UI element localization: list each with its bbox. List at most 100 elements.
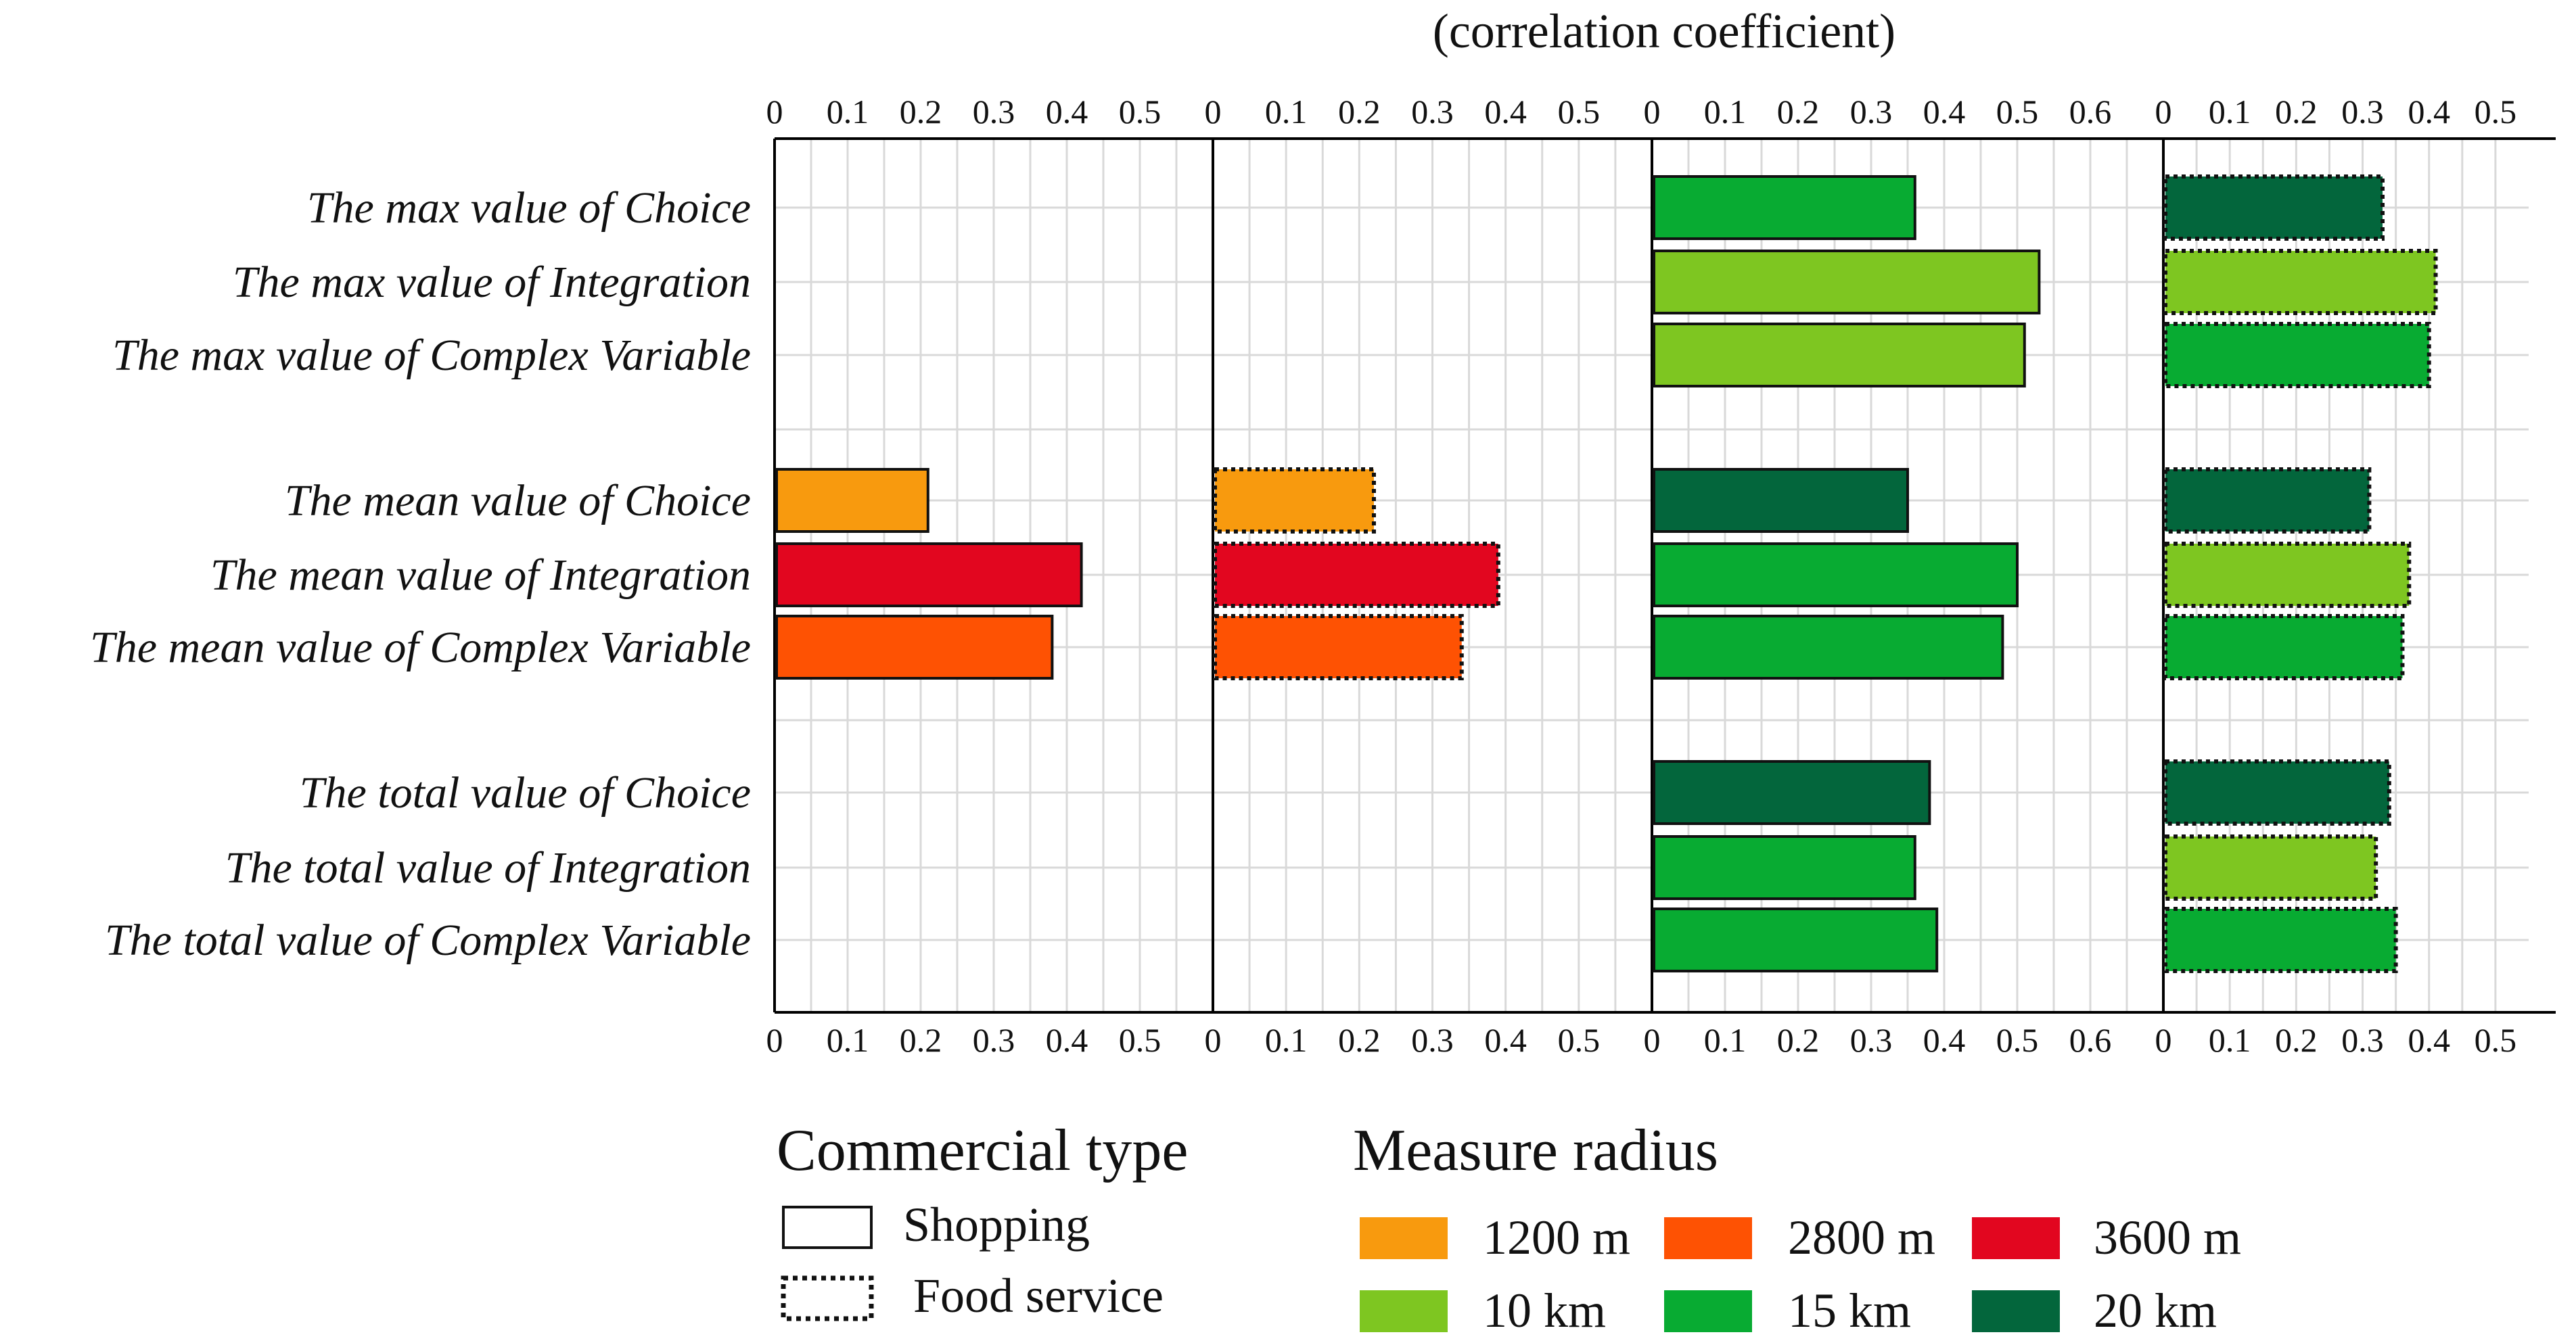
tick-label-top: 0.5 <box>1558 93 1601 131</box>
tick-label-bottom: 0.1 <box>827 1021 869 1059</box>
legend-color-swatch <box>1972 1217 2060 1259</box>
bar <box>1653 323 2026 387</box>
legend-swatch-solid <box>782 1206 873 1249</box>
legend-label: 10 km <box>1483 1283 1606 1338</box>
bar <box>2163 542 2412 608</box>
tick-label-top: 0.2 <box>1338 93 1381 131</box>
legend-swatch-dotted <box>781 1275 874 1321</box>
legend-label: 3600 m <box>2094 1210 2241 1265</box>
category-labels: The max value of Choice The max value of … <box>90 183 751 965</box>
tick-label-top: 0.2 <box>900 93 942 131</box>
category-label: The mean value of Complex Variable <box>90 623 751 672</box>
tick-label-bottom: 0 <box>1205 1021 1222 1059</box>
tick-label-bottom: 0 <box>1644 1021 1661 1059</box>
bar <box>2163 907 2398 973</box>
tick-label-top: 0.1 <box>827 93 869 131</box>
tick-label-bottom: 0.6 <box>2069 1021 2112 1059</box>
tick-label-bottom: 0.5 <box>2475 1021 2517 1059</box>
chart-title: (correlation coefficient) <box>1433 4 1895 58</box>
bar <box>1653 760 1931 825</box>
legend-label: Shopping <box>903 1198 1090 1252</box>
tick-label-bottom: 0.2 <box>900 1021 942 1059</box>
legend: Commercial type Shopping Food service Measu… <box>777 1118 2241 1338</box>
tick-label-bottom: 0.5 <box>1119 1021 1162 1059</box>
tick-label-top: 0.5 <box>1119 93 1162 131</box>
legend-label: 2800 m <box>1788 1210 1935 1265</box>
tick-label-top: 0.3 <box>2341 93 2384 131</box>
tick-label-top: 0.4 <box>1046 93 1088 131</box>
tick-label-bottom: 0.2 <box>1338 1021 1381 1059</box>
bar <box>2163 614 2405 680</box>
tick-label-top: 0.6 <box>2069 93 2112 131</box>
tick-label-top: 0 <box>1205 93 1222 131</box>
tick-label-bottom: 0.3 <box>1850 1021 1893 1059</box>
tick-label-bottom: 0.4 <box>2408 1021 2450 1059</box>
bar <box>1653 908 1939 972</box>
bar <box>2163 174 2385 241</box>
tick-label-bottom: 0 <box>2155 1021 2172 1059</box>
bar <box>2163 322 2431 388</box>
category-label: The total value of Integration <box>225 843 751 893</box>
tick-label-bottom: 0.1 <box>2209 1021 2251 1059</box>
legend-commercial-title: Commercial type <box>777 1118 1188 1183</box>
tick-label-bottom: 0.2 <box>1777 1021 1820 1059</box>
tick-label-top: 0.2 <box>2275 93 2318 131</box>
tick-label-top: 0.3 <box>973 93 1015 131</box>
tick-label-bottom: 0.3 <box>2341 1021 2384 1059</box>
category-label: The total value of Choice <box>300 768 751 818</box>
legend-label: 20 km <box>2094 1283 2217 1338</box>
category-label: The max value of Integration <box>233 258 751 307</box>
tick-label-bottom: 0.5 <box>1558 1021 1601 1059</box>
category-label: The max value of Choice <box>307 183 751 233</box>
category-label: The max value of Complex Variable <box>112 331 751 380</box>
bar <box>1213 614 1464 680</box>
category-label: The total value of Complex Variable <box>105 916 751 965</box>
tick-label-top: 0.4 <box>1923 93 1966 131</box>
tick-label-bottom: 0.1 <box>1704 1021 1747 1059</box>
tick-label-top: 0.4 <box>2408 93 2450 131</box>
tick-label-bottom: 0.4 <box>1484 1021 1527 1059</box>
tick-label-bottom: 0 <box>766 1021 783 1059</box>
bar <box>775 615 1054 680</box>
tick-label-bottom: 0.1 <box>1265 1021 1308 1059</box>
axes-layer: 0 0 0.1 0.1 0.2 0.2 0.3 0.3 0.4 0.4 0.5 0.5 0 0 0.1 0.1… <box>766 93 2556 1059</box>
legend-label: Food service <box>913 1269 1164 1323</box>
tick-label-bottom: 0.5 <box>1996 1021 2039 1059</box>
bars-layer <box>775 174 2438 973</box>
tick-label-bottom: 0.4 <box>1923 1021 1966 1059</box>
tick-label-top: 0.1 <box>2209 93 2251 131</box>
bar <box>1653 250 2041 314</box>
bar <box>1653 835 1916 900</box>
tick-label-top: 0 <box>2155 93 2172 131</box>
legend-color-swatch <box>1664 1217 1752 1259</box>
tick-label-top: 0 <box>766 93 783 131</box>
tick-label-top: 0.4 <box>1484 93 1527 131</box>
bar <box>775 468 929 533</box>
legend-label: 15 km <box>1788 1283 1911 1338</box>
bar <box>2163 467 2372 534</box>
legend-label: 1200 m <box>1483 1210 1630 1265</box>
bar <box>775 542 1083 607</box>
category-label: The mean value of Integration <box>210 550 751 600</box>
tick-label-top: 0.5 <box>1996 93 2039 131</box>
bar <box>1653 615 2004 680</box>
tick-label-top: 0.1 <box>1265 93 1308 131</box>
bar <box>1653 542 2019 607</box>
bar <box>2163 834 2378 901</box>
bar <box>1653 175 1916 240</box>
legend-radius-title: Measure radius <box>1353 1118 1718 1183</box>
tick-label-top: 0.3 <box>1850 93 1893 131</box>
bar <box>1213 542 1500 608</box>
tick-label-bottom: 0.3 <box>1411 1021 1454 1059</box>
legend-color-swatch <box>1972 1290 2060 1332</box>
category-label: The mean value of Choice <box>285 476 751 525</box>
tick-label-top: 0.1 <box>1704 93 1747 131</box>
bar <box>2163 249 2438 315</box>
tick-label-top: 0.5 <box>2475 93 2517 131</box>
tick-label-top: 0.3 <box>1411 93 1454 131</box>
bar <box>2163 759 2391 826</box>
legend-color-swatch <box>1360 1290 1448 1332</box>
tick-label-top: 0.2 <box>1777 93 1820 131</box>
tick-label-bottom: 0.4 <box>1046 1021 1088 1059</box>
